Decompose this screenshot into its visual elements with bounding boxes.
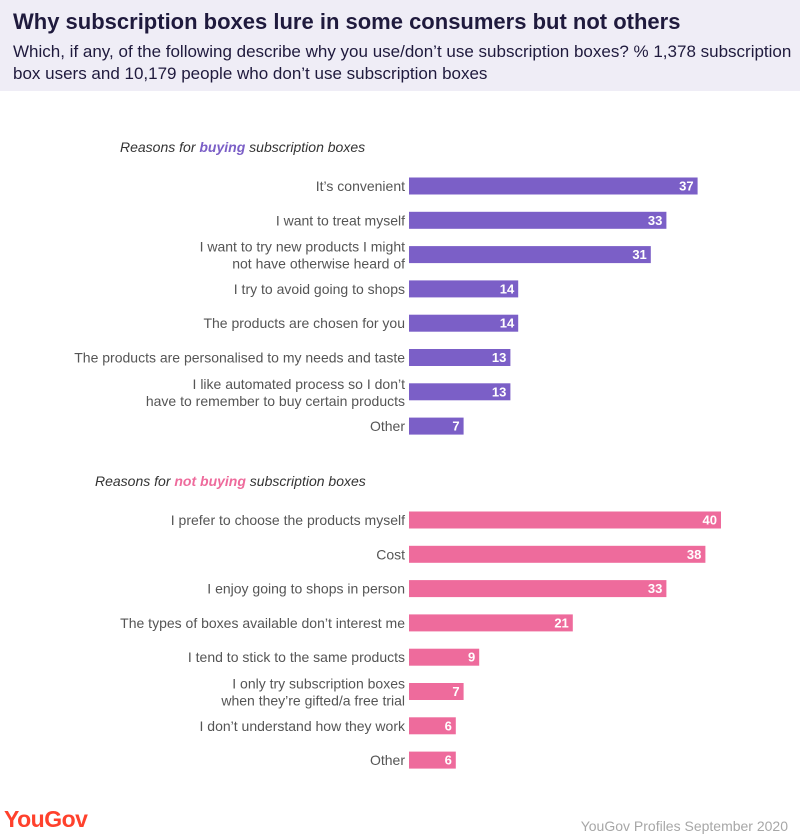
category-label: The products are personalised to my need… (74, 350, 405, 366)
source-note: YouGov Profiles September 2020 (580, 818, 788, 834)
category-label: I only try subscription boxes when they’r… (220, 676, 405, 709)
bar-value-label: 13 (492, 350, 506, 365)
bar (409, 211, 667, 229)
bar (409, 751, 456, 769)
bar (409, 648, 480, 666)
header-band: Why subscription boxes lure in some cons… (0, 0, 800, 91)
category-label: I want to treat myself (276, 212, 405, 228)
bar (409, 280, 519, 298)
category-label: Cost (376, 546, 405, 562)
bar-value-label: 21 (554, 615, 568, 630)
bar (409, 545, 706, 563)
bar (409, 383, 511, 401)
chart-title: Why subscription boxes lure in some cons… (13, 9, 681, 34)
bar-value-label: 14 (500, 281, 515, 296)
category-label: I tend to stick to the same products (188, 649, 405, 665)
section-prefix: Reasons for (95, 473, 175, 489)
bar-value-label: 38 (687, 547, 701, 562)
bar-value-label: 40 (703, 513, 717, 528)
category-label: The types of boxes available don’t inter… (120, 615, 405, 631)
category-label: Other (370, 418, 405, 434)
bar-value-label: 31 (632, 247, 646, 262)
category-label: I enjoy going to shops in person (207, 581, 405, 597)
category-label: I prefer to choose the products myself (171, 512, 405, 528)
bar-value-label: 33 (648, 213, 662, 228)
bar-value-label: 7 (452, 684, 459, 699)
category-label: I don’t understand how they work (200, 718, 406, 734)
bar (409, 349, 511, 366)
category-label: I like automated process so I don’t have … (146, 376, 405, 409)
section-highlight: buying (199, 139, 246, 155)
bar-value-label: 6 (445, 718, 452, 733)
category-label: The products are chosen for you (203, 315, 405, 331)
bar (409, 614, 573, 632)
bar-value-label: 9 (468, 650, 475, 665)
bar-value-label: 14 (500, 316, 515, 331)
bar (409, 580, 667, 598)
bar-value-label: 7 (452, 419, 459, 434)
section-prefix: Reasons for (120, 139, 200, 155)
yougov-logo: YouGov (4, 806, 88, 832)
bar-value-label: 37 (679, 179, 693, 194)
section-title-buying: Reasons for buying subscription boxes (120, 139, 365, 155)
bar (409, 314, 519, 332)
bar (409, 683, 464, 700)
section-highlight: not buying (174, 473, 246, 489)
category-label: I want to try new products I might not ha… (200, 239, 406, 272)
section-suffix: subscription boxes (245, 139, 366, 155)
bar (409, 717, 456, 735)
bar (409, 511, 721, 529)
bar (409, 246, 651, 264)
bar-value-label: 13 (492, 384, 506, 399)
category-label: I try to avoid going to shops (234, 281, 405, 297)
bar (409, 177, 698, 195)
chart-subtitle: Which, if any, of the following describe… (13, 42, 792, 83)
bar-value-label: 6 (445, 753, 452, 768)
section-title-not-buying: Reasons for not buying subscription boxe… (95, 473, 366, 489)
bar (409, 417, 464, 435)
category-label: It’s convenient (316, 178, 405, 194)
section-suffix: subscription boxes (245, 473, 366, 489)
bar-value-label: 33 (648, 581, 662, 596)
category-label: Other (370, 752, 405, 768)
